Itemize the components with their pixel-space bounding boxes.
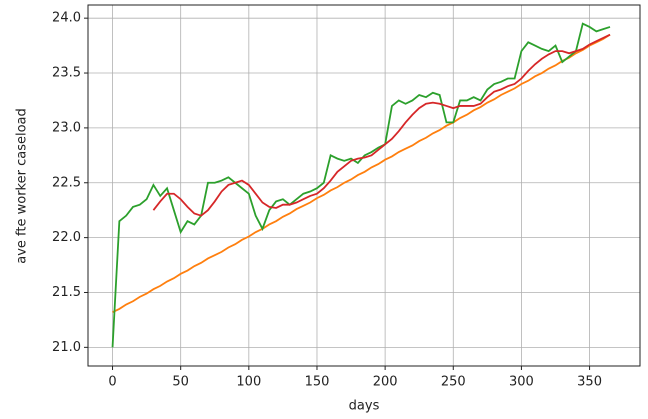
x-tick-label: 0	[108, 375, 116, 390]
x-tick-label: 100	[236, 375, 261, 390]
x-axis-label: days	[349, 399, 380, 414]
y-axis-label: ave fte worker caseload	[15, 108, 30, 264]
y-tick-label: 21.5	[52, 285, 81, 300]
y-tick-label: 23.0	[52, 120, 81, 135]
y-tick-label: 22.5	[52, 175, 81, 190]
x-tick-label: 350	[577, 375, 602, 390]
x-tick-label: 250	[441, 375, 466, 390]
x-tick-label: 300	[509, 375, 534, 390]
y-tick-label: 23.5	[52, 66, 81, 81]
series-line	[112, 33, 611, 314]
x-tick-label: 200	[373, 375, 398, 390]
series-line	[152, 33, 611, 217]
plot-frame	[87, 4, 641, 367]
y-tick-label: 24.0	[52, 11, 81, 26]
x-tick-label: 50	[172, 375, 189, 390]
y-tick-label: 22.0	[52, 230, 81, 245]
series-line	[111, 22, 611, 348]
y-tick-label: 21.0	[52, 340, 81, 355]
x-tick-label: 150	[305, 375, 330, 390]
